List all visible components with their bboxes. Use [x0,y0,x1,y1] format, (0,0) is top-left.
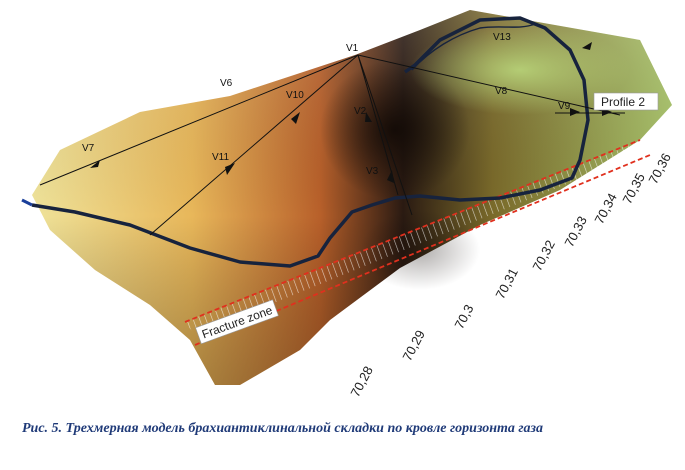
axis-tick-label: 70,35 [619,171,648,207]
axis-tick-label: 70,28 [347,364,376,400]
axis-tick-label: 70,34 [591,191,620,227]
profile-2-label: Profile 2 [601,95,645,109]
vertex-label: V6 [220,78,233,89]
vertex-label: V13 [493,32,511,43]
fold-3d-model-figure: V1 V2 V3 V6 V7 V8 V9 V10 V11 V13 Profile… [21,10,674,400]
axis-tick-label: 70,32 [529,238,558,274]
profile-2-label-box: Profile 2 [593,92,659,111]
vertex-label: V7 [82,143,95,154]
vertex-label: V1 [346,43,359,54]
vertex-label: V10 [286,90,304,101]
vertex-label: V8 [495,86,508,97]
axis-tick-label: 70,31 [492,266,521,302]
axis-tick-label: 70,33 [561,214,590,250]
surface-svg: V1 V2 V3 V6 V7 V8 V9 V10 V11 V13 Profile… [21,10,674,400]
vertex-label: V3 [366,166,379,177]
vertex-label: V9 [558,101,571,112]
figure-caption: Рис. 5. Трехмерная модель брахиантиклина… [22,421,544,436]
vertex-label: V11 [212,152,229,163]
vertex-label: V2 [354,106,367,117]
profile-arrows [90,42,612,183]
axis-tick-label: 70,3 [451,302,476,331]
fold-contour-line [31,16,590,268]
axis-tick-label: 70,29 [399,328,428,364]
